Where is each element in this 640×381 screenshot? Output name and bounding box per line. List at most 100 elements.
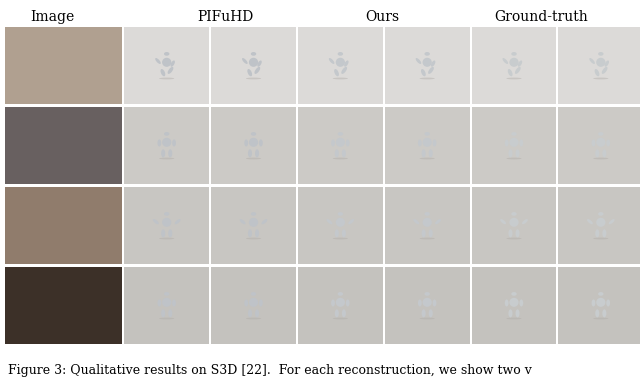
Ellipse shape bbox=[429, 309, 433, 317]
Bar bbox=[385, 107, 470, 184]
Ellipse shape bbox=[249, 218, 258, 227]
Bar bbox=[124, 187, 209, 264]
Ellipse shape bbox=[515, 229, 520, 237]
Ellipse shape bbox=[161, 309, 165, 317]
Ellipse shape bbox=[157, 299, 161, 307]
Ellipse shape bbox=[331, 139, 335, 147]
Ellipse shape bbox=[418, 139, 422, 147]
Bar bbox=[124, 27, 209, 104]
Ellipse shape bbox=[336, 298, 345, 307]
Ellipse shape bbox=[255, 67, 260, 74]
Ellipse shape bbox=[168, 229, 172, 237]
Ellipse shape bbox=[153, 219, 159, 224]
Bar bbox=[5, 267, 122, 344]
Ellipse shape bbox=[609, 219, 614, 224]
Ellipse shape bbox=[162, 298, 172, 307]
Ellipse shape bbox=[424, 212, 430, 216]
Ellipse shape bbox=[246, 238, 261, 239]
Ellipse shape bbox=[338, 52, 343, 56]
Ellipse shape bbox=[159, 318, 174, 319]
Ellipse shape bbox=[515, 309, 520, 317]
Ellipse shape bbox=[338, 292, 343, 296]
Ellipse shape bbox=[164, 292, 170, 296]
Ellipse shape bbox=[246, 78, 261, 79]
Ellipse shape bbox=[335, 309, 339, 317]
Ellipse shape bbox=[593, 318, 609, 319]
Bar bbox=[385, 267, 470, 344]
Ellipse shape bbox=[159, 158, 174, 159]
Ellipse shape bbox=[435, 219, 441, 224]
Ellipse shape bbox=[257, 61, 262, 67]
Ellipse shape bbox=[247, 69, 252, 76]
Ellipse shape bbox=[500, 219, 506, 224]
Ellipse shape bbox=[344, 61, 349, 67]
Bar bbox=[211, 267, 296, 344]
Ellipse shape bbox=[595, 149, 599, 157]
Ellipse shape bbox=[157, 139, 161, 147]
Ellipse shape bbox=[593, 238, 609, 239]
Ellipse shape bbox=[593, 158, 609, 159]
Ellipse shape bbox=[508, 149, 513, 157]
Ellipse shape bbox=[336, 138, 345, 147]
Bar bbox=[298, 107, 383, 184]
Bar bbox=[558, 27, 640, 104]
Ellipse shape bbox=[506, 318, 522, 319]
Ellipse shape bbox=[589, 58, 595, 64]
Ellipse shape bbox=[606, 139, 610, 147]
Ellipse shape bbox=[338, 132, 343, 136]
Ellipse shape bbox=[159, 78, 174, 79]
Bar bbox=[211, 107, 296, 184]
Ellipse shape bbox=[255, 149, 259, 157]
Bar bbox=[124, 107, 209, 184]
Ellipse shape bbox=[170, 61, 175, 67]
Ellipse shape bbox=[596, 58, 605, 67]
Ellipse shape bbox=[591, 299, 595, 307]
Text: Ours: Ours bbox=[365, 10, 400, 24]
Ellipse shape bbox=[255, 309, 259, 317]
Ellipse shape bbox=[602, 229, 606, 237]
Ellipse shape bbox=[424, 292, 430, 296]
Ellipse shape bbox=[259, 299, 263, 307]
Bar bbox=[211, 27, 296, 104]
Ellipse shape bbox=[422, 298, 432, 307]
Ellipse shape bbox=[242, 58, 248, 64]
Ellipse shape bbox=[255, 229, 259, 237]
Ellipse shape bbox=[433, 299, 436, 307]
Ellipse shape bbox=[333, 78, 348, 79]
Ellipse shape bbox=[164, 132, 170, 136]
Ellipse shape bbox=[598, 132, 604, 136]
Ellipse shape bbox=[341, 67, 347, 74]
Ellipse shape bbox=[336, 218, 345, 227]
Ellipse shape bbox=[422, 309, 426, 317]
Ellipse shape bbox=[336, 58, 345, 67]
Ellipse shape bbox=[506, 158, 522, 159]
Ellipse shape bbox=[420, 238, 435, 239]
Ellipse shape bbox=[251, 52, 256, 56]
Ellipse shape bbox=[424, 132, 430, 136]
Ellipse shape bbox=[520, 299, 524, 307]
Ellipse shape bbox=[421, 69, 426, 76]
Ellipse shape bbox=[168, 309, 172, 317]
Ellipse shape bbox=[168, 67, 173, 74]
Ellipse shape bbox=[161, 69, 165, 76]
Bar bbox=[558, 267, 640, 344]
Ellipse shape bbox=[420, 158, 435, 159]
Ellipse shape bbox=[596, 218, 605, 227]
Ellipse shape bbox=[249, 138, 258, 147]
Ellipse shape bbox=[591, 139, 595, 147]
Ellipse shape bbox=[508, 69, 513, 76]
Bar bbox=[558, 107, 640, 184]
Bar bbox=[385, 27, 470, 104]
Text: Image: Image bbox=[30, 10, 75, 24]
Ellipse shape bbox=[598, 52, 604, 56]
Ellipse shape bbox=[334, 69, 339, 76]
Ellipse shape bbox=[162, 138, 172, 147]
Ellipse shape bbox=[246, 158, 261, 159]
Ellipse shape bbox=[424, 52, 430, 56]
Ellipse shape bbox=[246, 318, 261, 319]
Bar bbox=[472, 27, 556, 104]
Ellipse shape bbox=[602, 309, 606, 317]
Ellipse shape bbox=[244, 299, 248, 307]
Ellipse shape bbox=[172, 139, 176, 147]
Ellipse shape bbox=[506, 238, 522, 239]
